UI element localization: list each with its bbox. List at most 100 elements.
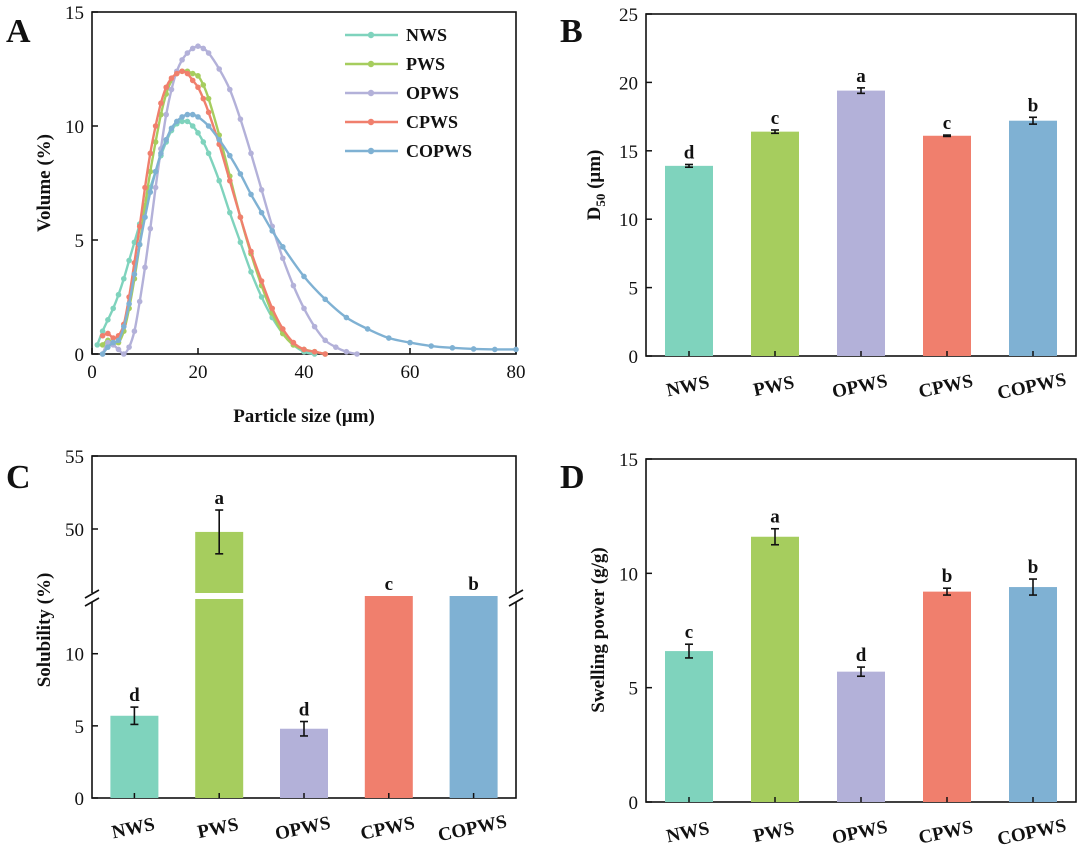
panel-c-axis-break-gap [508,593,524,602]
legend-label-cpws: CPWS [406,112,458,132]
panel-a-point-opws [280,255,286,262]
panel-a-point-pws [195,73,201,79]
panel-a-point-nws [227,209,233,216]
panel-a-point-copws [364,326,371,332]
panel-c-y-axis-title: Solubility (%) [34,573,55,688]
legend-marker-cpws [367,118,375,126]
panel-c-x-tick-label-copws: COPWS [436,811,509,846]
panel-a-point-copws [449,345,456,351]
panel-a-point-copws [492,346,498,353]
panel-a-y-tick-label: 15 [65,3,84,24]
panel-a-point-opws [311,323,318,330]
panel-a-point-copws [258,209,265,216]
panel-a-point-nws [205,150,212,157]
panel-a-point-nws [200,139,207,145]
panel-a-point-copws [147,189,154,195]
panel-d-y-tick-label: 0 [629,793,639,814]
panel-b-y-tick-label: 10 [619,210,638,231]
panel-a-point-nws [216,177,222,184]
panel-c-axis-break-gap [84,593,100,602]
panel-c-axis-break-mark [508,589,524,599]
panel-a-point-copws [179,114,185,120]
legend-marker-copws [367,147,375,155]
panel-a-point-copws [105,344,111,350]
panel-c-sig-label-copws: b [468,574,479,595]
panel-a-point-nws [195,130,201,136]
panel-a-point-pws [99,342,106,348]
panel-c-y-tick-label: 50 [65,520,84,541]
panel-a-series-line-opws [101,44,358,356]
panel-a-point-cpws [163,84,169,91]
panel-a-point-pws [147,168,154,175]
panel-a-point-cpws [301,346,307,353]
panel-b-sig-label-cpws: c [943,113,951,134]
panel-d-y-tick-label: 15 [619,450,638,471]
panel-c-sig-label-opws: d [299,700,310,721]
panel-a-point-opws [343,348,350,355]
panel-a-point-cpws [158,100,164,106]
panel-a-point-copws [152,168,159,175]
panel-a-point-opws [136,298,143,305]
panel-a-y-tick-label: 0 [75,345,85,366]
panel-a-point-pws [200,82,207,88]
panel-b-sig-label-nws: d [684,142,695,163]
panel-b-bar-opws [837,90,885,356]
panel-a-point-copws [131,271,138,278]
panel-b-y-axis-title: D50 (μm) [584,150,608,221]
panel-c-x-tick-label-opws: OPWS [273,813,332,845]
panel-a-point-copws [174,118,180,125]
panel-a-point-cpws [136,223,143,230]
panel-d-sig-label-nws: c [685,622,693,643]
panel-c-bar-cpws [364,596,413,798]
panel-a-x-axis-title: Particle size (μm) [233,406,375,427]
panel-a-point-cpws [142,184,148,191]
panel-c-y-tick-label: 55 [65,447,84,468]
panel-a-point-cpws [311,348,318,355]
panel-c-sig-label-cpws: c [385,574,393,595]
panel-a-point-cpws [168,75,175,81]
panel-a-x-tick-label: 20 [189,362,208,383]
panel-a-point-copws [322,296,329,303]
panel-d-y-tick-label: 5 [629,679,639,700]
panel-a-point-copws [237,171,244,177]
panel-a-point-copws [386,335,392,341]
panel-b-x-tick-label-copws: COPWS [996,369,1069,404]
panel-a-x-tick-label: 0 [87,362,97,383]
panel-d-bar-copws [1009,587,1057,802]
panel-a-point-copws [205,123,212,129]
panel-a-point-nws [237,239,244,246]
panel-c-bar-chart: C 0 5 10 50 55 d NWS a PWS d OPWS c CPWS b COPWS Solubi… [6,447,524,846]
panel-a-point-opws [131,328,138,335]
panel-a-point-opws [189,45,196,52]
panel-a-point-nws [115,291,122,298]
panel-d-y-tick-label: 10 [619,564,638,585]
panel-a-point-opws [147,225,154,232]
panel-a-point-opws [115,346,122,353]
panel-c-bar-nws [110,715,159,798]
panel-a-point-pws [152,139,159,145]
panel-a-point-opws [258,187,265,193]
panel-b-y-tick-label: 15 [619,142,638,163]
panel-a-point-nws [105,317,111,323]
panel-a-series-line-pws [101,69,326,356]
panel-b-y-tick-label: 25 [619,5,638,26]
panel-a-point-cpws [205,109,212,116]
panel-a-point-nws [126,257,132,264]
panel-d-sig-label-copws: b [1028,557,1039,578]
panel-a-point-cpws [322,351,329,357]
panel-a-point-opws [322,337,329,344]
panel-a-point-opws [216,66,222,72]
panel-a-point-cpws [184,70,191,77]
panel-a-x-tick-label: 60 [401,362,420,383]
panel-d-sig-label-cpws: b [942,566,953,587]
panel-a-point-nws [248,269,254,275]
panel-a-point-nws [94,342,101,348]
panel-a-point-copws [343,314,350,321]
panel-a-point-opws [195,43,201,49]
panel-a-point-nws [184,118,191,125]
panel-a-point-cpws [105,330,111,337]
panel-a-x-tick-label: 40 [295,362,314,383]
panel-a-point-nws [110,305,116,312]
legend-label-pws: PWS [406,54,445,74]
